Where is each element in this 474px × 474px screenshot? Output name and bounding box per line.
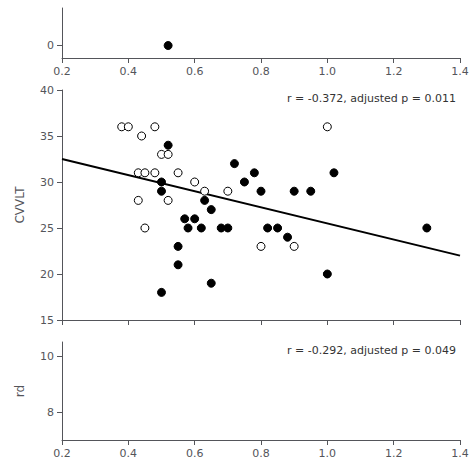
svg-text:35: 35 — [40, 130, 54, 143]
svg-text:30: 30 — [40, 176, 54, 189]
svg-text:40: 40 — [40, 84, 54, 97]
svg-text:0: 0 — [47, 39, 54, 52]
svg-text:0.8: 0.8 — [252, 447, 270, 460]
svg-text:1.0: 1.0 — [319, 447, 337, 460]
svg-text:1.2: 1.2 — [385, 447, 403, 460]
svg-text:1.2: 1.2 — [385, 65, 403, 78]
svg-text:r = -0.292, adjusted p = 0.049: r = -0.292, adjusted p = 0.049 — [287, 344, 456, 357]
svg-text:1.4: 1.4 — [451, 447, 469, 460]
svg-text:10: 10 — [40, 350, 54, 363]
svg-text:rd: rd — [13, 385, 27, 397]
svg-text:0.4: 0.4 — [120, 65, 138, 78]
svg-text:0.2: 0.2 — [53, 65, 71, 78]
svg-text:1.0: 1.0 — [319, 65, 337, 78]
svg-text:0.8: 0.8 — [252, 65, 270, 78]
svg-text:CVVLT: CVVLT — [13, 186, 27, 224]
svg-text:1.4: 1.4 — [451, 65, 469, 78]
svg-text:8: 8 — [47, 406, 54, 419]
svg-text:0.6: 0.6 — [186, 447, 204, 460]
svg-text:15: 15 — [40, 314, 54, 327]
svg-text:0.2: 0.2 — [53, 447, 71, 460]
svg-text:0.4: 0.4 — [120, 447, 138, 460]
svg-text:0.6: 0.6 — [186, 65, 204, 78]
svg-text:25: 25 — [40, 222, 54, 235]
svg-text:r = -0.372, adjusted p = 0.011: r = -0.372, adjusted p = 0.011 — [287, 92, 456, 105]
svg-text:20: 20 — [40, 268, 54, 281]
